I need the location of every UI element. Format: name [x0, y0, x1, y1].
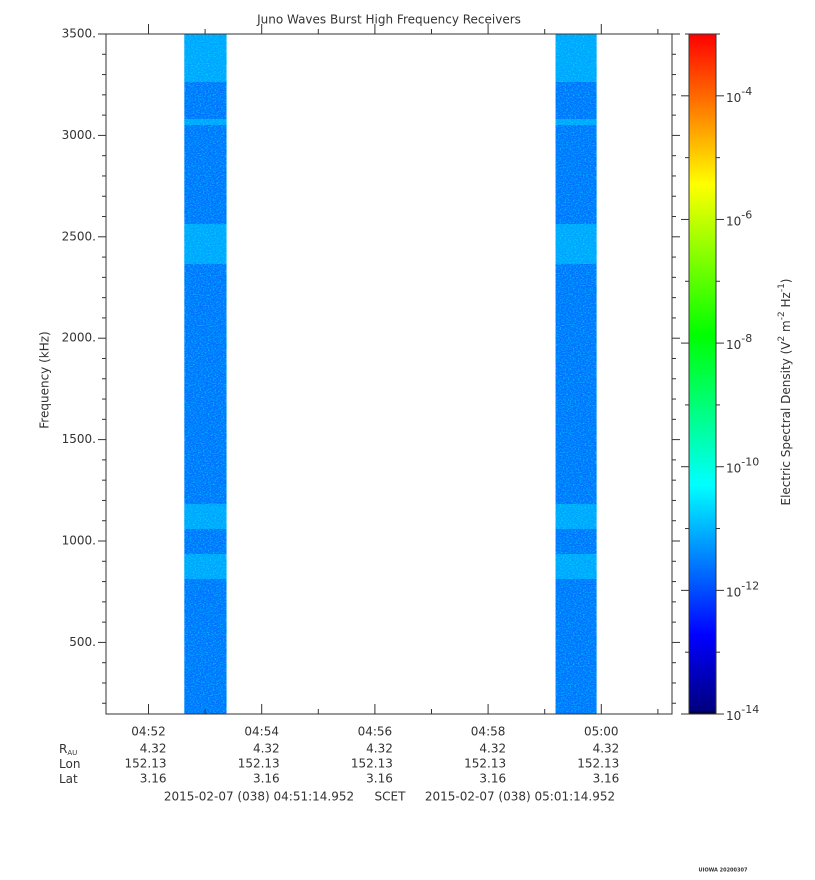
y-tick-label: 3500.: [62, 27, 96, 41]
ephemeris-value: 152.13: [464, 757, 506, 771]
burst-band: [555, 224, 597, 264]
ephemeris-name: Lon: [59, 757, 80, 771]
ephemeris-value: 152.13: [577, 757, 619, 771]
tick-base: 10: [726, 338, 741, 352]
y-tick-label: 500.: [69, 635, 96, 649]
tick-exponent: -8: [741, 332, 752, 345]
burst-band: [184, 34, 227, 82]
burst-texture: [555, 34, 597, 714]
ephemeris-value: 3.16: [140, 772, 167, 786]
y-axis-label: Frequency (kHz): [38, 331, 52, 428]
colorbar-tick-label: 10-12: [726, 579, 759, 599]
label-text: Hz: [779, 292, 793, 311]
start-time: 2015-02-07 (038) 04:51:14.952: [164, 790, 354, 804]
ephemeris-value: 152.13: [238, 757, 280, 771]
end-time: 2015-02-07 (038) 05:01:14.952: [425, 790, 615, 804]
tick-exponent: -14: [741, 703, 759, 716]
colorbar-tick-label: 10-4: [726, 85, 752, 105]
y-tick-label: 2000.: [62, 331, 96, 345]
label-sup: -1: [777, 283, 787, 292]
x-tick-label: 04:52: [131, 725, 166, 739]
y-tick-label: 1000.: [62, 534, 96, 548]
ephemeris-label: RAU: [59, 742, 77, 758]
y-tick-label: 1500.: [62, 432, 96, 446]
ephemeris-value: 152.13: [124, 757, 166, 771]
ephemeris-value: 152.13: [351, 757, 393, 771]
ephemeris-value: 3.16: [366, 772, 393, 786]
burst-band: [184, 224, 227, 264]
ephemeris-value: 4.32: [253, 742, 280, 756]
chart-title: Juno Waves Burst High Frequency Receiver…: [256, 13, 521, 27]
tick-base: 10: [726, 585, 741, 599]
label-sup: 2: [777, 336, 787, 342]
burst-band: [555, 554, 597, 579]
burst-band: [184, 554, 227, 579]
burst-band: [555, 34, 597, 82]
ephemeris-value: 4.32: [366, 742, 393, 756]
label-sup: -2: [777, 311, 787, 320]
x-tick-label: 05:00: [584, 725, 619, 739]
ephemeris-label: Lon: [59, 757, 80, 771]
burst-band: [555, 119, 597, 125]
colorbar-tick-label: 10-8: [726, 332, 752, 352]
ephemeris-value: 3.16: [479, 772, 506, 786]
ephemeris-value: 4.32: [593, 742, 620, 756]
burst-band: [184, 504, 227, 529]
tick-base: 10: [726, 214, 741, 228]
tick-base: 10: [726, 709, 741, 723]
colorbar-tick-label: 10-14: [726, 703, 759, 723]
label-text: m: [779, 320, 793, 336]
ephemeris-value: 3.16: [593, 772, 620, 786]
plot-frame: [105, 33, 673, 715]
tick-base: 10: [726, 90, 741, 104]
x-tick-label: 04:56: [358, 725, 393, 739]
tick-exponent: -6: [741, 208, 752, 221]
ephemeris-name: Lat: [59, 772, 78, 786]
label-text: Electric Spectral Density (V: [779, 341, 793, 506]
ephemeris-sub: AU: [67, 749, 77, 757]
x-tick-label: 04:58: [471, 725, 506, 739]
tick-exponent: -10: [741, 456, 759, 469]
ephemeris-value: 4.32: [479, 742, 506, 756]
colorbar-label: Electric Spectral Density (V2 m-2 Hz-1): [777, 278, 793, 505]
colorbar: [688, 33, 717, 715]
burst-texture: [184, 34, 227, 714]
tick-exponent: -12: [741, 579, 759, 592]
y-tick-label: 3000.: [62, 128, 96, 142]
tick-base: 10: [726, 461, 741, 475]
burst-band: [555, 504, 597, 529]
ephemeris-name: R: [59, 742, 67, 756]
ephemeris-label: Lat: [59, 772, 78, 786]
x-tick-label: 04:54: [244, 725, 279, 739]
ephemeris-value: 4.32: [140, 742, 167, 756]
colorbar-tick-label: 10-10: [726, 456, 759, 476]
y-tick-label: 2500.: [62, 229, 96, 243]
label-text: ): [779, 278, 793, 283]
footer: UIOWA 20200307: [699, 868, 748, 874]
burst-band: [184, 119, 227, 125]
colorbar-tick-label: 10-6: [726, 208, 752, 228]
tick-exponent: -4: [741, 85, 752, 98]
scet-label: SCET: [375, 790, 407, 804]
ephemeris-value: 3.16: [253, 772, 280, 786]
